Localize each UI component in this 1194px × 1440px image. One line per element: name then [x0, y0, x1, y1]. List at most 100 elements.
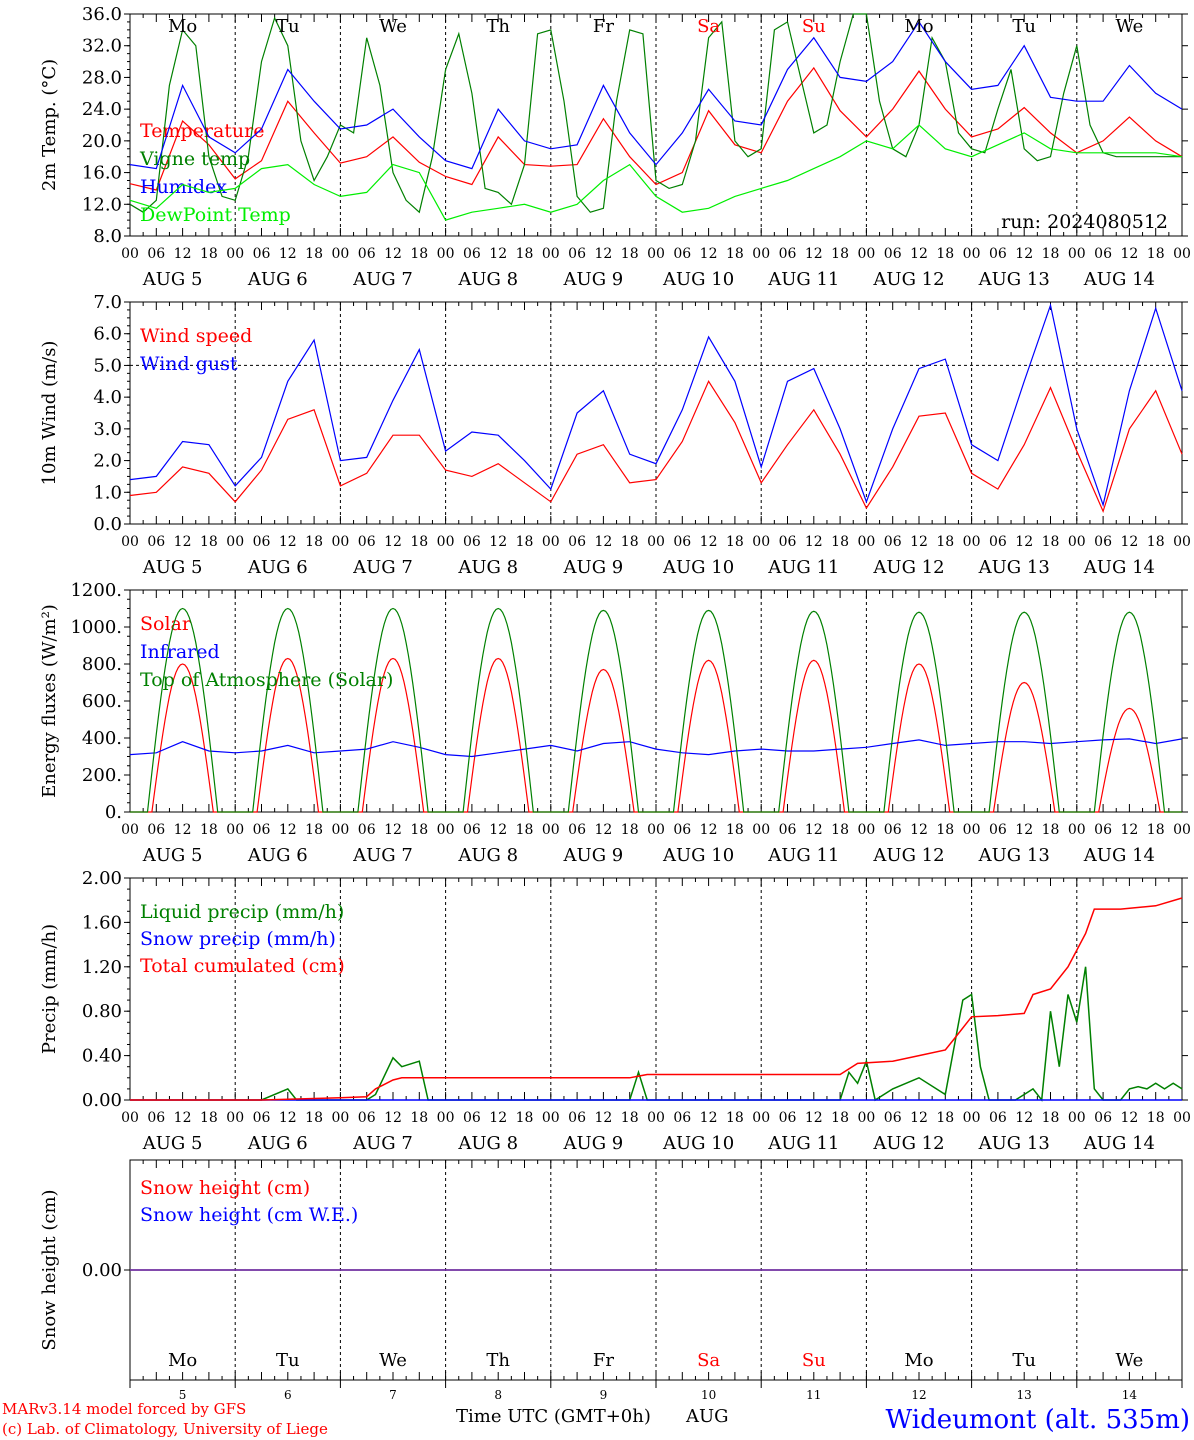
hour-label: 00 [1068, 1110, 1086, 1126]
hour-label: 06 [673, 534, 691, 550]
hour-label: 12 [384, 534, 402, 550]
hour-label: 18 [726, 534, 744, 550]
hour-label: 06 [147, 246, 165, 262]
hour-label: 06 [779, 1110, 797, 1126]
hour-label: 12 [700, 1110, 718, 1126]
day-number: 10 [701, 1388, 716, 1402]
hour-label: 06 [989, 246, 1007, 262]
legend-entry: Wind speed [140, 325, 252, 347]
date-label: AUG 5 [142, 269, 203, 290]
panel-2: 0.0 1.0 2.0 3.0 4.0 5.0 6.0 7.0 10m Wind (m/s) Wi… [39, 292, 1191, 578]
hour-label: 12 [594, 246, 612, 262]
hour-label: 00 [437, 822, 455, 838]
hour-label: 06 [147, 1110, 165, 1126]
hour-label: 06 [1094, 246, 1112, 262]
hour-label: 12 [279, 822, 297, 838]
day-of-week: Mo [904, 1350, 933, 1371]
y-tick-label: 600. [82, 691, 122, 712]
date-label: AUG 9 [563, 1133, 624, 1154]
hour-label: 06 [884, 822, 902, 838]
date-label: AUG 14 [1083, 557, 1155, 578]
hour-label: 06 [253, 246, 271, 262]
hour-label: 18 [726, 822, 744, 838]
hour-label: 06 [463, 534, 481, 550]
legend-entry: Snow height (cm W.E.) [140, 1204, 358, 1226]
hour-label: 06 [253, 1110, 271, 1126]
hour-label: 00 [331, 246, 349, 262]
date-label: AUG 5 [142, 1133, 203, 1154]
day-of-week: Tu [1012, 1350, 1036, 1371]
date-label: AUG 12 [872, 845, 944, 866]
y-tick-label: 4.0 [93, 387, 122, 408]
hour-label: 00 [752, 1110, 770, 1126]
hour-label: 00 [226, 1110, 244, 1126]
series-line [130, 607, 1182, 813]
hour-label: 00 [437, 534, 455, 550]
hour-label: 18 [200, 534, 218, 550]
date-label: AUG 11 [767, 557, 839, 578]
hour-label: 00 [963, 246, 981, 262]
date-label: AUG 7 [352, 1133, 413, 1154]
hour-label: 18 [1042, 822, 1060, 838]
hour-label: 18 [726, 1110, 744, 1126]
day-of-week: Tu [276, 16, 300, 37]
hour-label: 00 [963, 822, 981, 838]
hour-label: 18 [936, 534, 954, 550]
hour-label: 00 [1173, 534, 1191, 550]
y-tick-label: 16.0 [82, 163, 122, 184]
y-tick-label: 5.0 [93, 355, 122, 376]
hour-label: 12 [279, 246, 297, 262]
hour-label: 12 [174, 1110, 192, 1126]
hour-label: 12 [805, 822, 823, 838]
y-tick-label: 400. [82, 728, 122, 749]
date-label: AUG 8 [457, 557, 518, 578]
hour-label: 00 [1068, 246, 1086, 262]
date-label: AUG 7 [352, 557, 413, 578]
hour-label: 00 [647, 534, 665, 550]
day-of-week: We [379, 1350, 407, 1371]
run-label: run: 2024080512 [1001, 211, 1168, 233]
date-label: AUG 6 [247, 845, 308, 866]
hour-label: 06 [884, 246, 902, 262]
hour-label: 06 [358, 534, 376, 550]
panel-5: 0.00 Snow height (cm) Snow height (cm) Snow… [39, 1159, 1188, 1402]
day-of-week: Fr [593, 1350, 614, 1371]
panel-4: 0.00 0.40 0.80 1.20 1.60 2.00 Precip (mm/h) Liq… [39, 868, 1191, 1154]
date-label: AUG 10 [662, 845, 734, 866]
hour-label: 06 [463, 822, 481, 838]
hour-label: 00 [331, 1110, 349, 1126]
day-number: 6 [284, 1388, 292, 1402]
hour-label: 18 [1147, 822, 1165, 838]
hour-label: 00 [542, 246, 560, 262]
y-tick-label: 800. [82, 654, 122, 675]
y-tick-label: 36.0 [82, 4, 122, 25]
y-tick-label: 0.00 [82, 1090, 122, 1111]
hour-label: 06 [779, 822, 797, 838]
hour-label: 06 [673, 246, 691, 262]
panels: 8.0 12.0 16.0 20.0 24.0 28.0 32.0 36.0 2m Temp. … [39, 4, 1191, 1402]
hour-label: 00 [226, 534, 244, 550]
hour-label: 12 [279, 534, 297, 550]
hour-label: 12 [910, 822, 928, 838]
legend-entry: Infrared [140, 641, 220, 663]
hour-label: 00 [857, 246, 875, 262]
hour-label: 18 [410, 246, 428, 262]
day-number: 11 [806, 1388, 821, 1402]
hour-label: 18 [831, 822, 849, 838]
hour-label: 06 [147, 822, 165, 838]
hour-label: 06 [884, 534, 902, 550]
hour-label: 06 [673, 1110, 691, 1126]
hour-label: 12 [174, 534, 192, 550]
hour-label: 00 [542, 822, 560, 838]
hour-label: 06 [989, 1110, 1007, 1126]
date-label: AUG 13 [978, 1133, 1050, 1154]
y-tick-label: 1.20 [82, 957, 122, 978]
hour-label: 18 [936, 246, 954, 262]
legend-entry: Solar [140, 613, 192, 635]
x-axis-label: Time UTC (GMT+0h) [456, 1406, 651, 1427]
hour-label: 00 [226, 246, 244, 262]
hour-label: 18 [831, 534, 849, 550]
hour-label: 12 [700, 246, 718, 262]
y-tick-label: 200. [82, 765, 122, 786]
y-axis-title: 10m Wind (m/s) [39, 341, 60, 486]
